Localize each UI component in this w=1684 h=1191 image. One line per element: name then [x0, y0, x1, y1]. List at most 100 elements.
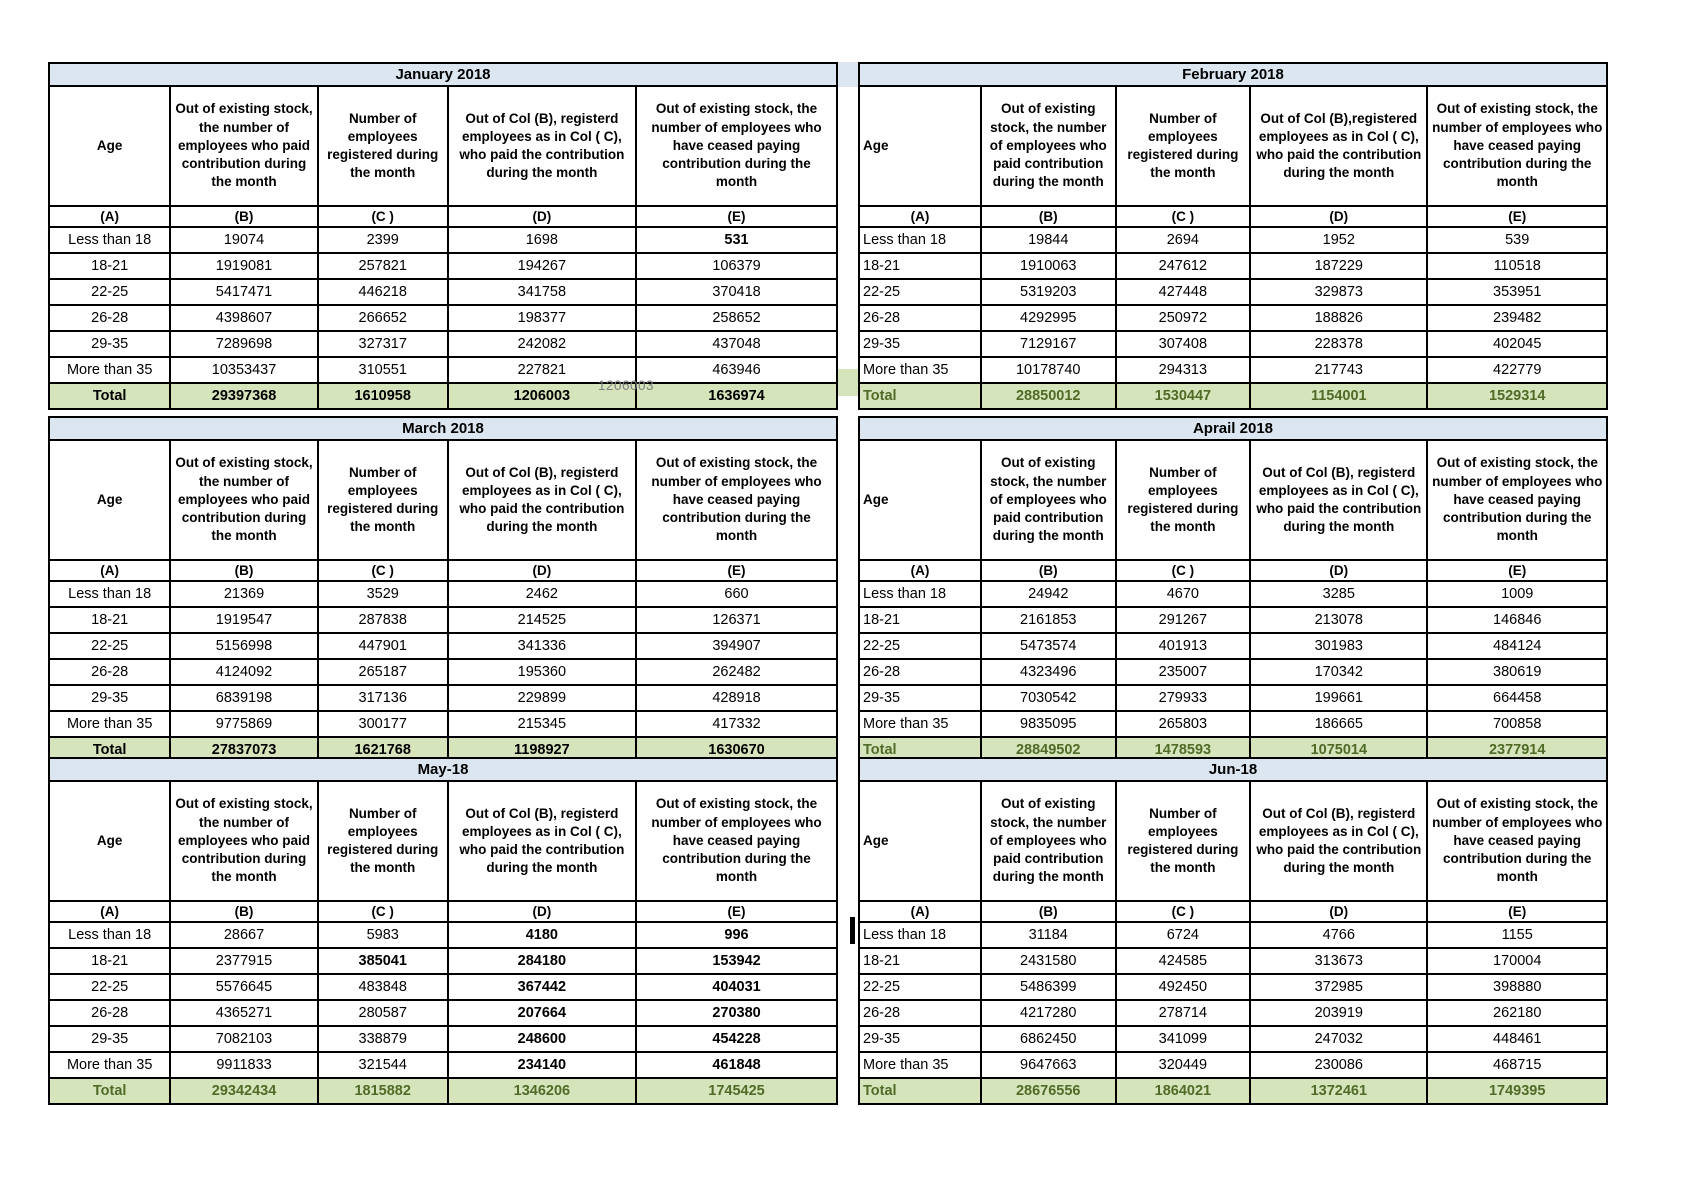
age-data-row: 26-28 4217280 278714 203919 262180	[858, 999, 1608, 1027]
value-cell: 2377915	[169, 947, 319, 975]
column-letter: (A)	[47, 205, 172, 228]
value-cell: 203919	[1249, 999, 1429, 1027]
value-cell: 2431580	[979, 947, 1117, 975]
value-cell: 28667	[169, 921, 319, 949]
total-value: 29342434	[169, 1077, 319, 1105]
value-cell: 428918	[635, 684, 838, 712]
column-header-a: Age	[858, 85, 982, 207]
column-letter: (C )	[1114, 205, 1252, 228]
value-cell: 213078	[1249, 606, 1429, 634]
value-cell: 5486399	[979, 973, 1117, 1001]
column-letter: (A)	[858, 559, 982, 582]
value-cell: 463946	[635, 356, 838, 384]
column-header-c: Number of employees registered during th…	[316, 780, 449, 902]
age-data-row: 29-35 7129167 307408 228378 402045	[858, 330, 1608, 358]
value-cell: 5473574	[979, 632, 1117, 660]
age-label: More than 35	[858, 710, 982, 738]
column-letter: (A)	[47, 559, 172, 582]
value-cell: 262482	[635, 658, 838, 686]
value-cell: 187229	[1249, 252, 1429, 280]
age-data-row: 22-25 5156998 447901 341336 394907	[47, 632, 838, 660]
age-label: More than 35	[47, 356, 172, 384]
total-value: 1610958	[316, 382, 449, 410]
value-cell: 484124	[1426, 632, 1608, 660]
column-header-c: Number of employees registered during th…	[1114, 439, 1252, 561]
column-header-d: Out of Col (B), registerd employees as i…	[446, 439, 638, 561]
age-label: Less than 18	[858, 921, 982, 949]
column-header-a: Age	[47, 85, 172, 207]
value-cell: 447901	[316, 632, 449, 660]
value-cell: 2462	[446, 580, 638, 608]
column-header-row: Age Out of existing stock, the number of …	[858, 85, 1608, 207]
age-data-row: Less than 18 19844 2694 1952 539	[858, 226, 1608, 254]
column-header-b: Out of existing stock, the number of emp…	[169, 439, 319, 561]
table-grid-february-2018: February 2018 Age Out of existing stock, t…	[858, 62, 1608, 410]
month-title: January 2018	[48, 62, 838, 87]
total-value: 28850012	[979, 382, 1117, 410]
value-cell: 5319203	[979, 278, 1117, 306]
age-data-row: 18-21 2431580 424585 313673 170004	[858, 947, 1608, 975]
column-letter: (E)	[635, 559, 838, 582]
column-header-e: Out of existing stock, the number of emp…	[635, 439, 838, 561]
column-header-a: Age	[858, 439, 982, 561]
value-cell: 235007	[1114, 658, 1252, 686]
age-data-row: 26-28 4292995 250972 188826 239482	[858, 304, 1608, 332]
age-label: Less than 18	[858, 580, 982, 608]
value-cell: 1910063	[979, 252, 1117, 280]
age-label: More than 35	[47, 710, 172, 738]
column-header-d: Out of Col (B), registerd employees as i…	[1249, 439, 1429, 561]
value-cell: 341099	[1114, 1025, 1252, 1053]
value-cell: 198377	[446, 304, 638, 332]
column-letter: (B)	[979, 900, 1117, 923]
table-aprail-2018: Aprail 2018 Age Out of existing stock, the…	[858, 416, 1608, 764]
value-cell: 195360	[446, 658, 638, 686]
value-cell: 310551	[316, 356, 449, 384]
column-header-row: Age Out of existing stock, the number of …	[47, 780, 838, 902]
value-cell: 9911833	[169, 1051, 319, 1079]
value-cell: 4398607	[169, 304, 319, 332]
table-grid-jun-18: Jun-18 Age Out of existing stock, the numb…	[858, 757, 1608, 1105]
table-jun-18: Jun-18 Age Out of existing stock, the numb…	[858, 757, 1608, 1105]
value-cell: 294313	[1114, 356, 1252, 384]
value-cell: 9835095	[979, 710, 1117, 738]
month-title: Jun-18	[858, 757, 1608, 782]
value-cell: 247612	[1114, 252, 1252, 280]
value-cell: 4124092	[169, 658, 319, 686]
column-header-e: Out of existing stock, the number of emp…	[1426, 780, 1608, 902]
value-cell: 227821	[446, 356, 638, 384]
column-header-row: Age Out of existing stock, the number of …	[858, 780, 1608, 902]
value-cell: 1009	[1426, 580, 1608, 608]
value-cell: 24942	[979, 580, 1117, 608]
column-header-a: Age	[47, 439, 172, 561]
value-cell: 4323496	[979, 658, 1117, 686]
column-letter: (B)	[169, 205, 319, 228]
value-cell: 239482	[1426, 304, 1608, 332]
age-label: 18-21	[858, 252, 982, 280]
month-title-row: January 2018	[48, 62, 838, 87]
value-cell: 9775869	[169, 710, 319, 738]
table-grid-aprail-2018: Aprail 2018 Age Out of existing stock, the…	[858, 416, 1608, 764]
value-cell: 7030542	[979, 684, 1117, 712]
age-data-row: Less than 18 21369 3529 2462 660	[47, 580, 838, 608]
column-header-c: Number of employees registered during th…	[316, 439, 449, 561]
age-data-row: Less than 18 28667 5983 4180 996	[47, 921, 838, 949]
value-cell: 329873	[1249, 278, 1429, 306]
total-value: 1154001	[1249, 382, 1429, 410]
total-value: 1864021	[1114, 1077, 1252, 1105]
age-data-row: 18-21 1910063 247612 187229 110518	[858, 252, 1608, 280]
value-cell: 372985	[1249, 973, 1429, 1001]
table-grid-may-18: May-18 Age Out of existing stock, the numb…	[47, 757, 838, 1105]
value-cell: 5156998	[169, 632, 319, 660]
value-cell: 3285	[1249, 580, 1429, 608]
age-label: 26-28	[47, 999, 172, 1027]
value-cell: 367442	[446, 973, 638, 1001]
value-cell: 126371	[635, 606, 838, 634]
total-label: Total	[47, 382, 172, 410]
value-cell: 214525	[446, 606, 638, 634]
value-cell: 6724	[1114, 921, 1252, 949]
month-title: Aprail 2018	[858, 416, 1608, 441]
value-cell: 2161853	[979, 606, 1117, 634]
age-data-row: 18-21 1919081 257821 194267 106379	[47, 252, 838, 280]
column-letter-row: (A) (B) (C ) (D) (E)	[858, 559, 1608, 582]
column-letter-row: (A) (B) (C ) (D) (E)	[47, 900, 838, 923]
